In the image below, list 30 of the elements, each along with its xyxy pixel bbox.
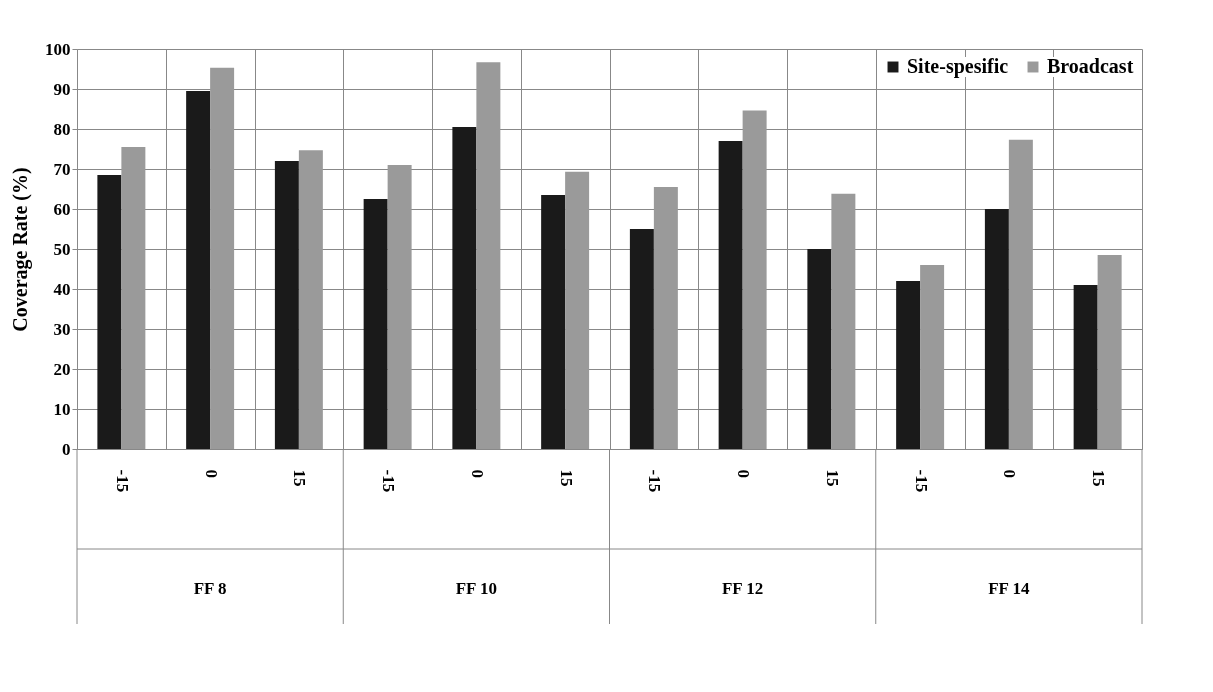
y-tick-label: 90: [53, 79, 71, 99]
x-tick-label: 15: [822, 469, 842, 487]
legend-label: Site-spesific: [907, 55, 1009, 78]
x-tick-label: 15: [290, 469, 310, 487]
text: FF 8: [193, 579, 227, 598]
y-tick-label: 10: [53, 399, 71, 419]
y-tick-label: 70: [53, 159, 71, 179]
y-axis-title: Coverage Rate (%): [9, 167, 32, 332]
x-tick-label: -15: [112, 469, 132, 493]
x-tick-label: 0: [201, 469, 221, 478]
x-tick-label: -15: [911, 469, 931, 493]
text: FF 12: [721, 579, 764, 598]
x-tick-label: -15: [379, 469, 399, 493]
x-tick-label: -15: [645, 469, 665, 493]
y-tick-label: 100: [45, 39, 71, 59]
y-tick-label: 80: [53, 119, 71, 139]
y-tick-label: 50: [53, 239, 71, 259]
y-tick-label: 60: [53, 199, 71, 219]
y-tick-label: 30: [53, 319, 71, 339]
x-tick-label: 15: [1089, 469, 1109, 487]
y-tick-label: 40: [53, 279, 71, 299]
x-tick-label: 0: [734, 469, 754, 478]
text: FF 10: [455, 579, 498, 598]
text: FF 14: [988, 579, 1031, 598]
y-tick-label: 20: [53, 359, 71, 379]
legend-label: Broadcast: [1047, 55, 1134, 77]
y-tick-label: 0: [62, 439, 71, 459]
x-tick-label: 0: [1000, 469, 1020, 478]
x-tick-label: 15: [556, 469, 576, 487]
x-tick-label: 0: [467, 469, 487, 478]
